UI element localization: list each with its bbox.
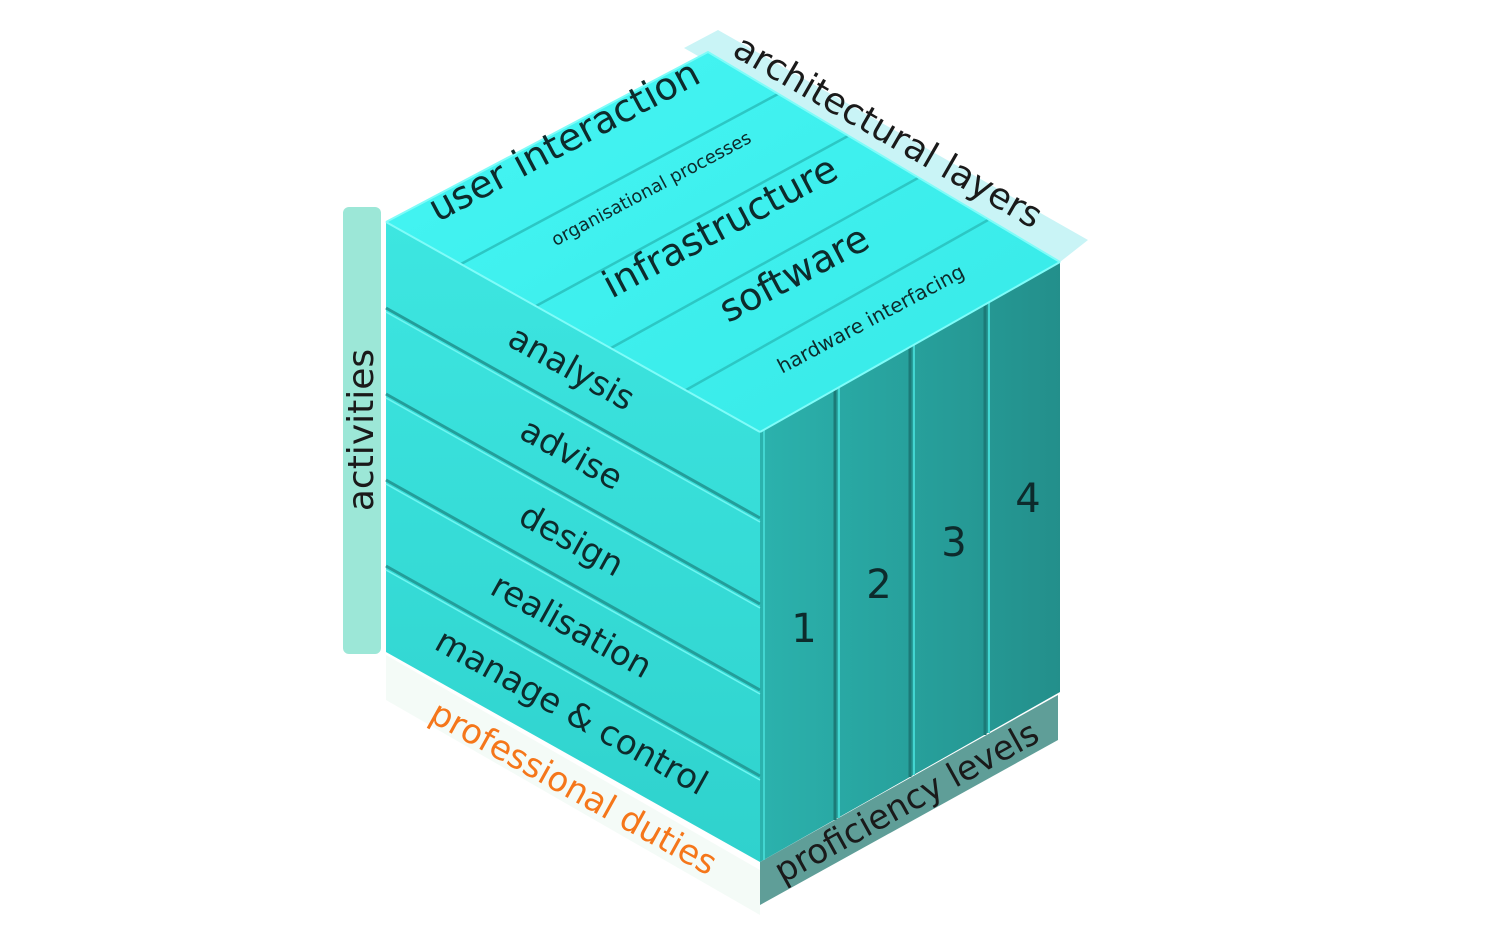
activity-dividers [385,306,761,778]
proficiency-levels-band [760,695,1058,905]
level-label-1: 1 [791,606,816,652]
cube-top-face [386,52,1060,432]
level-label-3: 3 [941,520,966,566]
level-label-4: 4 [1015,476,1040,522]
axis-label-activities: activities [341,349,382,511]
layer-dividers [460,92,989,392]
level-dividers [833,305,987,820]
cube-front-face [386,222,760,862]
professional-duties-band [386,655,760,915]
level-label-2: 2 [866,562,891,608]
level-highlights [763,303,990,860]
cube-edges [385,50,1061,433]
activity-highlights [385,311,761,781]
architectural-layers-band [684,30,1088,262]
activities-band [343,207,381,654]
